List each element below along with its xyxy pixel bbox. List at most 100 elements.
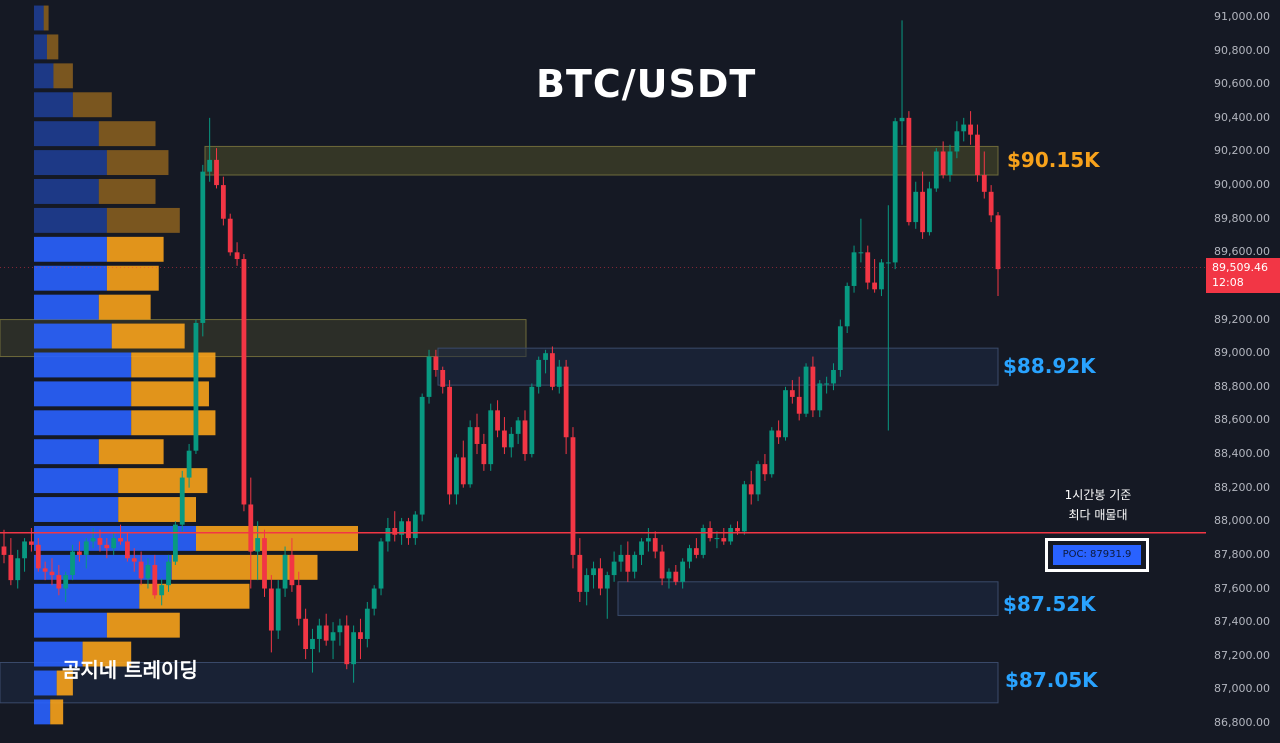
y-tick-label: 89,600.00 [1214,245,1270,259]
candle-body [193,322,199,451]
candle-body [522,420,528,455]
volume-profile-sell-bar [118,468,208,494]
candle-body [550,353,555,387]
candle-body [214,159,219,186]
candle-body [63,575,69,589]
level-label-90150: $90.15K [1007,148,1100,172]
candle-body [358,632,363,639]
candle-body [207,159,213,172]
volume-profile-buy-bar [34,497,119,522]
candle-body [858,252,864,254]
candle-body [892,121,898,263]
volume-profile-buy-bar [34,92,73,118]
candle-body [131,558,137,562]
last-price: 89,509.46 [1212,261,1268,274]
y-tick-label: 90,600.00 [1214,77,1270,91]
candle-body [693,548,699,555]
candle-body [159,585,165,596]
candle-body [666,571,672,579]
candle-body [789,390,795,397]
volume-profile-sell-bar [72,92,112,118]
volume-profile-buy-bar [34,265,107,291]
candle-body [700,528,706,555]
candle-body [927,188,932,233]
candle-body [618,554,624,562]
candle-body [460,457,466,485]
candle-body [406,521,411,539]
candle-body [885,262,891,264]
candle-body [783,390,788,438]
candle-body [995,215,1001,270]
candle-body [625,554,631,572]
candle-body [968,124,973,135]
candle-body [241,259,247,505]
candle-body [15,558,21,581]
candle-body [337,625,343,633]
volume-profile-buy-bar [34,641,83,667]
y-tick-label: 87,400.00 [1214,615,1270,629]
volume-profile-sell-bar [131,352,216,378]
y-tick-label: 90,800.00 [1214,43,1270,57]
candle-body [543,353,548,360]
volume-profile-buy-bar [34,468,119,494]
y-tick-label: 89,800.00 [1214,211,1270,225]
candle-body [474,427,480,444]
candle-body [940,151,946,176]
candle-body [433,356,439,370]
y-tick-label: 90,200.00 [1214,144,1270,158]
candle-body [748,484,754,495]
volume-profile-buy-bar [34,236,107,262]
candle-body [913,191,919,223]
y-tick-label: 88,000.00 [1214,514,1270,528]
candle-body [570,437,576,555]
candle-body [872,282,878,290]
candle-body [138,561,144,579]
candle-body [824,383,830,385]
candle-body [111,538,117,549]
candle-body [330,632,336,641]
volume-profile-buy-bar [34,5,44,31]
candle-body [22,541,27,559]
candle-body [289,554,295,586]
candle-body [817,383,823,411]
zone-resistance [204,145,999,176]
candle-body [556,366,562,387]
y-tick-label: 90,400.00 [1214,110,1270,124]
zone-support [437,347,999,386]
volume-profile-sell-bar [111,323,185,349]
candle-body [275,588,281,631]
candle-body [29,541,34,545]
y-tick-label: 91,000.00 [1214,10,1270,23]
candle-body [728,528,734,542]
volume-profile-buy-bar [34,179,99,204]
poc-note-line2: 최다 매물대 [1068,508,1128,522]
candle-body [488,410,494,465]
volume-profile-sell-bar [171,554,318,580]
candle-body [652,538,658,552]
volume-profile-sell-bar [98,294,151,320]
candle-body [145,564,151,579]
candle-body [981,175,987,192]
volume-profile-sell-bar [82,641,132,667]
candle-body [399,521,404,535]
candle-body [687,548,692,562]
candle-body [563,366,569,438]
candle-body [680,561,686,582]
candle-body [879,262,884,290]
candle-body [769,430,775,475]
volume-profile-buy-bar [34,612,107,638]
volume-profile-sell-bar [106,236,164,262]
candle-body [186,450,192,478]
candle-body [303,618,309,650]
candle-body [673,571,679,582]
candle-body [584,575,590,592]
chart-title: BTC/USDT [536,62,757,106]
candle-body [364,608,370,639]
candle-body [899,117,905,122]
candle-body [961,124,967,132]
candle-body [262,538,267,589]
candle-body [426,356,432,397]
candle-body [632,554,638,572]
